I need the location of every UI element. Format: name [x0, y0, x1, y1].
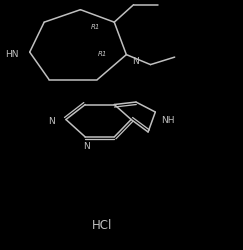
Text: HCl: HCl: [92, 218, 112, 231]
Text: N: N: [132, 57, 139, 66]
Text: N: N: [48, 117, 55, 126]
Text: R1: R1: [91, 24, 101, 30]
Text: NH: NH: [161, 116, 175, 124]
Text: HN: HN: [6, 50, 19, 59]
Text: R1: R1: [97, 51, 107, 57]
Text: N: N: [83, 142, 90, 150]
